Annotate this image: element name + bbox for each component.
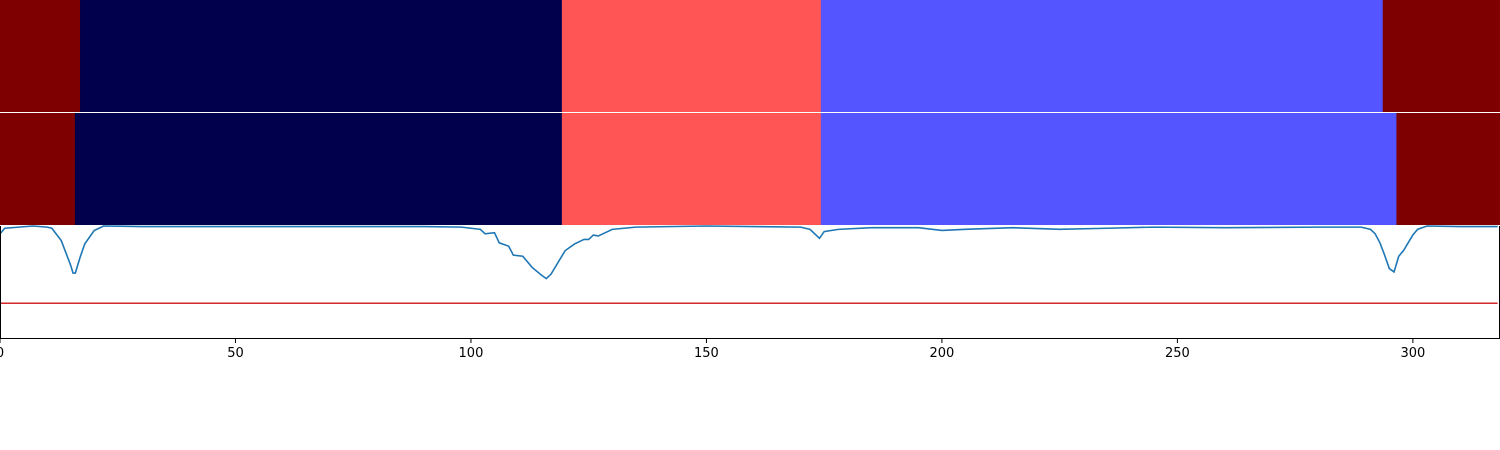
- x-tick-label-100: 100: [459, 346, 484, 361]
- x-tick-label-300: 300: [1400, 346, 1425, 361]
- segment-2-5: [1396, 113, 1500, 225]
- probability-line-panel: [0, 225, 1500, 338]
- probability-line: [0, 225, 1498, 280]
- segment-2-3: [561, 113, 822, 225]
- segment-2-1: [0, 113, 76, 225]
- segment-1-5: [1382, 0, 1500, 112]
- x-tick-label-150: 150: [694, 346, 719, 361]
- segment-2-2: [74, 113, 563, 225]
- line-panel-background: [0, 226, 1500, 338]
- segment-1-3: [561, 0, 822, 112]
- x-tick-label-250: 250: [1165, 346, 1190, 361]
- x-axis: 0 50 100 150 200 250 300: [0, 338, 1500, 361]
- segment-1-1: [0, 0, 81, 112]
- segment-row-1: [0, 0, 1500, 112]
- x-tick-label-0: 0: [0, 346, 4, 361]
- segment-1-2: [80, 0, 563, 112]
- x-tick-label-50: 50: [227, 346, 244, 361]
- segment-1-4: [820, 0, 1384, 112]
- x-tick-label-200: 200: [930, 346, 955, 361]
- segment-2-4: [820, 113, 1397, 225]
- segment-row-2: [0, 113, 1500, 225]
